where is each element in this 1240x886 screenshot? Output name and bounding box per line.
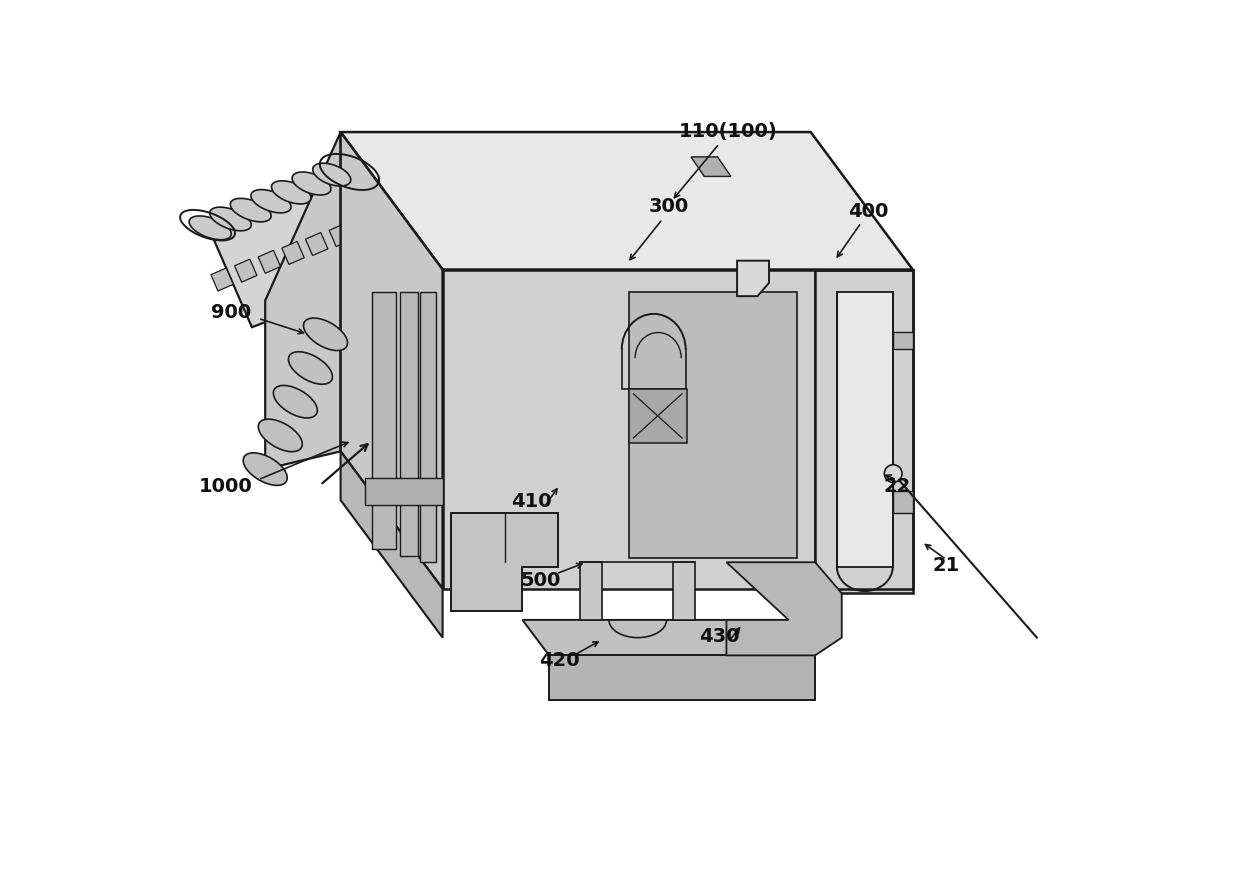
Ellipse shape <box>250 190 291 214</box>
Polygon shape <box>737 261 769 297</box>
Text: 430: 430 <box>699 626 739 646</box>
Polygon shape <box>443 270 815 589</box>
Ellipse shape <box>273 386 317 418</box>
Ellipse shape <box>258 420 303 452</box>
Polygon shape <box>451 514 558 611</box>
Ellipse shape <box>312 164 351 187</box>
Text: 500: 500 <box>520 571 560 590</box>
Polygon shape <box>341 133 443 589</box>
Polygon shape <box>549 656 815 700</box>
Polygon shape <box>211 268 233 291</box>
Polygon shape <box>258 251 280 274</box>
Polygon shape <box>837 292 893 567</box>
Polygon shape <box>691 158 730 177</box>
Polygon shape <box>629 292 797 558</box>
Ellipse shape <box>190 217 232 240</box>
Polygon shape <box>372 292 397 549</box>
Text: 21: 21 <box>932 556 960 575</box>
Polygon shape <box>629 390 687 443</box>
Text: 420: 420 <box>539 650 580 670</box>
Text: 1000: 1000 <box>198 476 252 495</box>
Text: 22: 22 <box>883 476 910 495</box>
Polygon shape <box>281 242 304 265</box>
Polygon shape <box>727 563 842 656</box>
Polygon shape <box>341 133 913 270</box>
Polygon shape <box>815 270 913 594</box>
Text: 900: 900 <box>211 302 252 322</box>
Polygon shape <box>673 563 696 620</box>
Ellipse shape <box>231 199 272 222</box>
Polygon shape <box>265 133 341 470</box>
Polygon shape <box>329 224 351 247</box>
Text: 110(100): 110(100) <box>678 121 777 141</box>
Ellipse shape <box>272 182 311 205</box>
Ellipse shape <box>289 353 332 385</box>
Polygon shape <box>893 332 913 350</box>
Polygon shape <box>353 215 376 238</box>
Ellipse shape <box>304 319 347 351</box>
Polygon shape <box>365 478 443 505</box>
Polygon shape <box>234 260 257 283</box>
Text: 410: 410 <box>511 491 552 510</box>
Polygon shape <box>420 292 435 563</box>
Polygon shape <box>401 292 418 556</box>
Text: 400: 400 <box>848 201 889 221</box>
Ellipse shape <box>210 208 252 231</box>
Ellipse shape <box>293 173 331 196</box>
Circle shape <box>884 465 901 483</box>
Polygon shape <box>207 173 394 328</box>
Polygon shape <box>522 620 815 656</box>
Polygon shape <box>893 492 913 514</box>
Text: 300: 300 <box>649 197 689 216</box>
Polygon shape <box>341 452 443 638</box>
Ellipse shape <box>243 454 288 486</box>
Polygon shape <box>305 233 327 256</box>
Polygon shape <box>580 563 603 620</box>
